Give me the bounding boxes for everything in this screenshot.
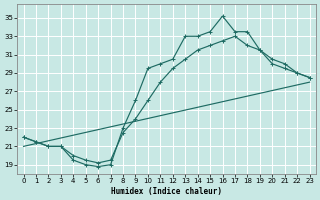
X-axis label: Humidex (Indice chaleur): Humidex (Indice chaleur) [111,187,222,196]
